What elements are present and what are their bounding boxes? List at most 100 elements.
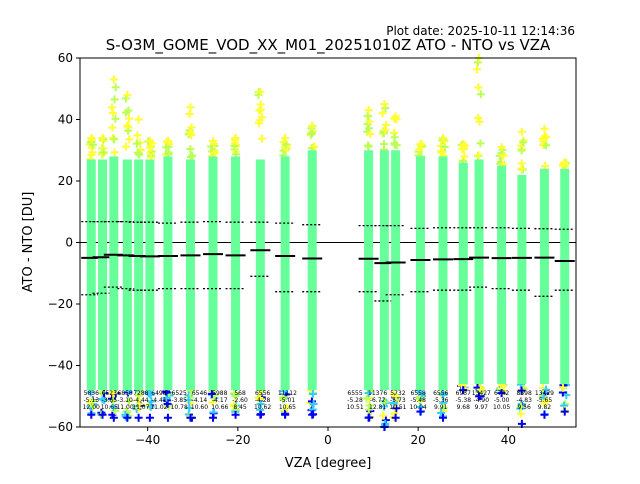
stats-row1: 6523 [102, 390, 117, 397]
core-column [438, 156, 448, 391]
max-point [134, 115, 143, 124]
outlier-point [207, 389, 216, 398]
stats-row3: 9.91 [434, 404, 448, 411]
min-point [560, 407, 569, 416]
min-point [145, 413, 154, 422]
outlier-point [187, 123, 196, 132]
outlier-point [108, 108, 117, 117]
outlier-point [99, 148, 108, 157]
outlier-point [282, 403, 291, 412]
stats-row1: 6742 [494, 390, 509, 397]
outlier-point [439, 403, 448, 412]
outlier-point [382, 398, 391, 407]
outlier-point [366, 129, 375, 138]
stats-row3: 10.65 [279, 404, 296, 411]
outlier-point [538, 392, 547, 401]
outlier-point [517, 386, 526, 395]
min-point [281, 410, 290, 419]
y-tick-label: 0 [65, 236, 73, 250]
core-column [231, 156, 241, 391]
core-column [280, 156, 290, 391]
stats-row2: -3.85 [171, 397, 187, 404]
bin-19 [469, 54, 490, 401]
outlier-point [380, 397, 389, 406]
max-point [87, 133, 96, 142]
outlier-point [132, 139, 141, 148]
stats-annotations: 5836-5.1312.006523-3.6510.656850-3.1011.… [83, 390, 554, 411]
outlier-point [110, 95, 119, 104]
outlier-point [415, 145, 424, 154]
min-point [438, 413, 447, 422]
max-point [364, 106, 373, 115]
stats-row2: -5.13 [84, 397, 100, 404]
stats-row2: -5.65 [537, 397, 553, 404]
core-column [497, 165, 507, 384]
stats-row3: 12.00 [83, 404, 100, 411]
outlier-point [438, 147, 447, 156]
outlier-point [164, 148, 173, 157]
bin-11 [275, 133, 296, 419]
bin-2 [103, 75, 124, 422]
max-point [497, 143, 506, 152]
stats-row3: 11.00 [116, 404, 133, 411]
outlier-point [86, 398, 95, 407]
outlier-point [391, 392, 400, 401]
bin-15 [385, 112, 406, 422]
outlier-point [163, 399, 172, 408]
stats-row2: -4.28 [255, 397, 271, 404]
outlier-point [110, 148, 119, 157]
outlier-point [438, 389, 447, 398]
outlier-point [364, 405, 373, 414]
outlier-point [538, 134, 547, 143]
core-column [364, 150, 374, 391]
stats-row2: -5.00 [494, 397, 510, 404]
bin-23 [554, 158, 575, 416]
max-point [209, 137, 218, 146]
outlier-point [257, 134, 266, 143]
outlier-point [542, 396, 551, 405]
max-point [380, 100, 389, 109]
stats-row2: -4.90 [474, 397, 490, 404]
stats-row3: 10.51 [389, 404, 406, 411]
max-point [308, 121, 317, 130]
stats-row2: -3.10 [117, 397, 133, 404]
stats-row1: 568 [234, 390, 246, 397]
stats-row2: -2.60 [232, 397, 248, 404]
min-point [134, 413, 143, 422]
core-column [458, 162, 468, 384]
min-point [123, 413, 132, 422]
outlier-point [135, 400, 144, 409]
outlier-point [111, 83, 120, 92]
stats-row3: 10.60 [191, 404, 208, 411]
outlier-point [144, 388, 153, 397]
stats-row2: -4.17 [212, 397, 228, 404]
stats-row3: 10.65 [101, 404, 118, 411]
core-column [208, 156, 218, 391]
min-point [87, 410, 96, 419]
core-column [307, 150, 317, 391]
stats-row2: -5.36 [433, 397, 449, 404]
max-point [438, 133, 447, 142]
min-point [540, 410, 549, 419]
stats-row2: -4.14 [192, 397, 208, 404]
core-column [379, 150, 389, 391]
outlier-point [473, 65, 482, 74]
stats-row3: 11.02 [150, 404, 167, 411]
y-axis-label: ATO - NTO [DU] [21, 192, 36, 293]
stats-row2: -4.41 [151, 397, 167, 404]
outlier-point [460, 152, 469, 161]
min-point [256, 410, 265, 419]
outlier-point [390, 133, 399, 142]
outlier-point [133, 148, 142, 157]
stats-row3: 10.62 [254, 404, 271, 411]
outlier-point [437, 409, 446, 418]
outlier-point [208, 398, 217, 407]
outlier-point [474, 83, 483, 92]
outlier-point [185, 403, 194, 412]
stats-row1: 6556 [433, 390, 448, 397]
bin-10 [250, 87, 271, 419]
min-point [186, 413, 195, 422]
x-tick-label: −20 [225, 433, 250, 447]
min-point [163, 413, 172, 422]
core-column [98, 159, 108, 391]
